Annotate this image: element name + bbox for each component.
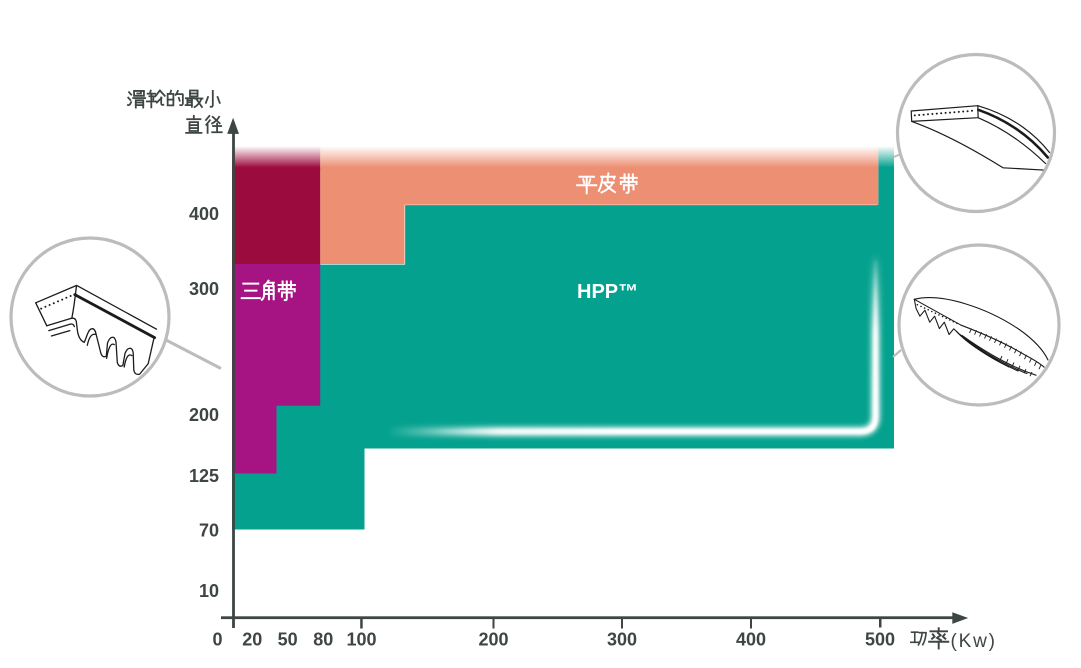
svg-text:50: 50 — [278, 629, 298, 649]
svg-text:70: 70 — [199, 521, 219, 541]
svg-text:500: 500 — [865, 629, 895, 649]
svg-text:HPP™: HPP™ — [577, 281, 638, 303]
svg-text:0: 0 — [212, 629, 222, 649]
svg-text:200: 200 — [189, 405, 219, 425]
svg-text:10: 10 — [199, 581, 219, 601]
svg-text:125: 125 — [189, 466, 219, 486]
svg-text:300: 300 — [607, 629, 637, 649]
svg-text:(Kw): (Kw) — [951, 631, 997, 652]
svg-text:400: 400 — [736, 629, 766, 649]
svg-text:300: 300 — [189, 279, 219, 299]
svg-text:100: 100 — [346, 629, 376, 649]
svg-text:20: 20 — [242, 629, 262, 649]
svg-text:80: 80 — [313, 629, 333, 649]
svg-text:200: 200 — [478, 629, 508, 649]
svg-text:400: 400 — [189, 204, 219, 224]
